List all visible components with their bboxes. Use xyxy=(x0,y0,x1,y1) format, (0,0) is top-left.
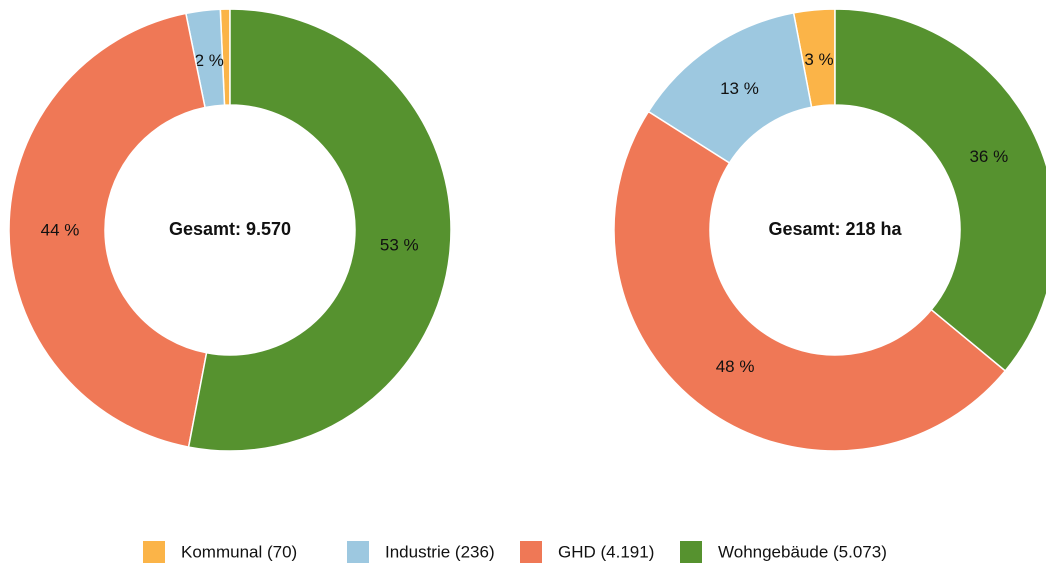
slice xyxy=(647,12,813,165)
legend-swatch xyxy=(680,541,702,563)
legend-label: Kommunal (70) xyxy=(181,542,297,561)
slice xyxy=(613,110,1007,452)
center-label: Gesamt: 9.570 xyxy=(169,219,291,239)
value-label: 44 % xyxy=(41,221,80,240)
value-label: 48 % xyxy=(716,357,755,376)
value-label: 2 % xyxy=(195,51,224,70)
legend-label: Industrie (236) xyxy=(385,542,495,561)
legend-swatch xyxy=(520,541,542,563)
slice xyxy=(184,8,226,109)
value-label: 13 % xyxy=(720,79,759,98)
slice xyxy=(187,8,452,452)
slice xyxy=(834,8,1046,372)
value-label: 53 % xyxy=(380,235,419,254)
value-label: 36 % xyxy=(969,147,1008,166)
center-label: Gesamt: 218 ha xyxy=(768,219,902,239)
legend-swatch xyxy=(143,541,165,563)
value-label: 3 % xyxy=(804,50,833,69)
legend-swatch xyxy=(347,541,369,563)
legend-label: Wohngebäude (5.073) xyxy=(718,542,887,561)
slice xyxy=(8,12,208,448)
legend-label: GHD (4.191) xyxy=(558,542,654,561)
